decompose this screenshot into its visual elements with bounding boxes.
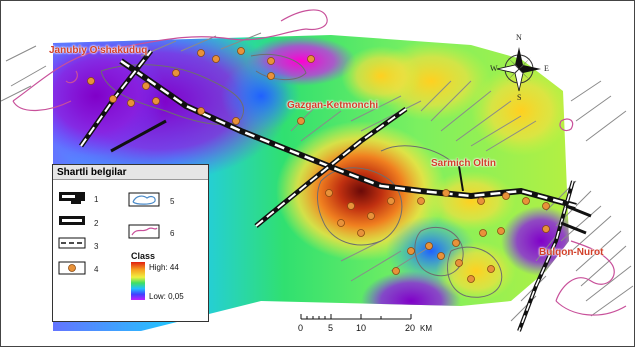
compass-east-label: E <box>544 64 549 73</box>
compass-rose <box>496 47 541 92</box>
legend-item-1: 1 <box>94 195 99 204</box>
legend-item-3: 3 <box>94 242 99 251</box>
compass-west-label: W <box>490 64 498 73</box>
scale-tick-10: 10 <box>356 323 367 333</box>
scale-tick-0: 0 <box>298 323 304 333</box>
legend-item-2: 2 <box>94 219 99 228</box>
legend-title: Shartli belgilar <box>53 165 208 180</box>
compass-north-label: N <box>516 33 522 42</box>
label-sarmich: Sarmich Oltin <box>431 158 497 169</box>
label-gazgan: Gazgan-Ketmonchi <box>287 100 379 111</box>
legend: Shartli belgilar 1 2 3 4 <box>52 164 209 322</box>
major-faults <box>78 49 592 332</box>
label-bulqon: Bulqon-Nurot <box>539 247 604 258</box>
legend-item-6: 6 <box>170 229 175 238</box>
compass-south-label: S <box>517 93 522 102</box>
scale-bar <box>300 314 412 320</box>
boundary-lines <box>12 9 627 316</box>
legend-item-5: 5 <box>170 197 175 206</box>
scale-tick-5: 5 <box>328 323 334 333</box>
class-high-label: High: 44 <box>149 263 179 272</box>
class-title: Class <box>131 251 156 261</box>
legend-item-4: 4 <box>94 265 99 274</box>
label-janubiy: Janubiy Oʻshakuduq <box>49 45 148 56</box>
scale-tick-20: 20 <box>405 323 416 333</box>
class-low-label: Low: 0,05 <box>149 292 184 301</box>
legend-symbols <box>58 192 160 300</box>
deposit-points <box>87 47 550 283</box>
scale-unit: KM <box>420 324 432 333</box>
